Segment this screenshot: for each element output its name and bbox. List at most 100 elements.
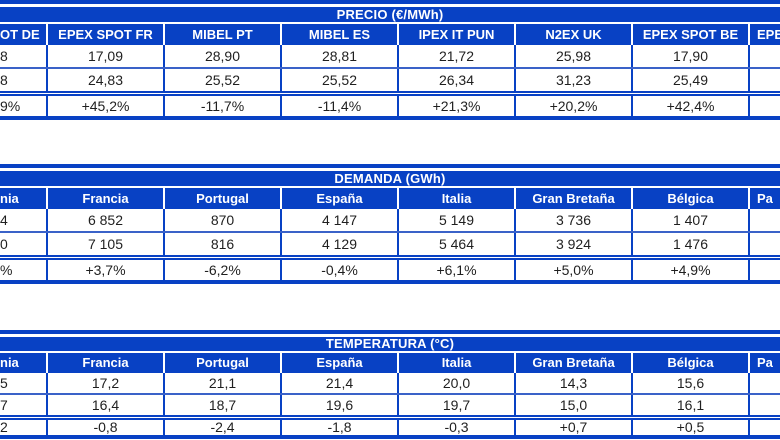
delta-row: 2 -0,8 -2,4 -1,8 -0,3 +0,7 +0,5	[0, 415, 780, 435]
delta-cell: +6,1%	[399, 260, 516, 280]
delta-cell	[750, 260, 780, 280]
delta-cell: -0,8	[48, 420, 165, 435]
data-cell: 25,52	[282, 69, 399, 91]
header-cell: EPEX SPOT FR	[48, 24, 165, 45]
data-cell: 24,83	[48, 69, 165, 91]
data-cell: 19,6	[282, 395, 399, 415]
data-cell: 25,98	[516, 45, 633, 67]
data-cell: 14,3	[516, 373, 633, 393]
data-cell: 7	[0, 395, 48, 415]
header-cell: Francia	[48, 188, 165, 209]
header-cell: Portugal	[165, 353, 282, 373]
header-cell: España	[282, 188, 399, 209]
table-title: PRECIO (€/MWh)	[0, 7, 780, 22]
data-cell: 21,1	[165, 373, 282, 393]
table-row: 7 16,4 18,7 19,6 19,7 15,0 16,1	[0, 395, 780, 415]
header-row: nia Francia Portugal España Italia Gran Breta…	[0, 188, 780, 209]
header-cell: España	[282, 353, 399, 373]
delta-cell: -11,7%	[165, 96, 282, 116]
data-cell: 31,23	[516, 69, 633, 91]
header-cell: Gran Bretaña	[516, 188, 633, 209]
delta-cell: -11,4%	[282, 96, 399, 116]
data-cell: 16,4	[48, 395, 165, 415]
header-cell: Francia	[48, 353, 165, 373]
data-cell: 816	[165, 233, 282, 255]
table-row: 8 17,09 28,90 28,81 21,72 25,98 17,90	[0, 45, 780, 69]
delta-cell: -6,2%	[165, 260, 282, 280]
data-cell: 17,09	[48, 45, 165, 67]
delta-cell: 9%	[0, 96, 48, 116]
table-bottom-border	[0, 116, 780, 120]
delta-cell: +21,3%	[399, 96, 516, 116]
table-bottom-border	[0, 435, 780, 439]
data-cell: 5	[0, 373, 48, 393]
delta-cell: -0,3	[399, 420, 516, 435]
data-cell: 1 407	[633, 209, 750, 231]
table-top-border	[0, 330, 780, 334]
header-cell: Italia	[399, 353, 516, 373]
delta-cell: 2	[0, 420, 48, 435]
data-cell	[750, 69, 780, 91]
delta-cell: +0,5	[633, 420, 750, 435]
delta-row: % +3,7% -6,2% -0,4% +6,1% +5,0% +4,9%	[0, 255, 780, 280]
delta-cell	[750, 420, 780, 435]
table-title: TEMPERATURA (°C)	[0, 337, 780, 351]
data-cell: 15,6	[633, 373, 750, 393]
data-cell: 5 149	[399, 209, 516, 231]
delta-cell: +3,7%	[48, 260, 165, 280]
delta-cell: -1,8	[282, 420, 399, 435]
delta-cell: %	[0, 260, 48, 280]
data-cell: 0	[0, 233, 48, 255]
price-table: PRECIO (€/MWh) OT DE EPEX SPOT FR MIBEL PT M…	[0, 0, 780, 120]
table-top-border	[0, 164, 780, 168]
data-cell: 25,49	[633, 69, 750, 91]
data-cell: 25,52	[165, 69, 282, 91]
data-cell: 21,72	[399, 45, 516, 67]
header-cell: Pa	[750, 188, 780, 209]
header-cell: OT DE	[0, 24, 48, 45]
delta-cell: +45,2%	[48, 96, 165, 116]
data-cell: 28,90	[165, 45, 282, 67]
data-cell	[750, 45, 780, 67]
delta-cell: -0,4%	[282, 260, 399, 280]
data-cell: 4 147	[282, 209, 399, 231]
data-cell: 21,4	[282, 373, 399, 393]
data-cell: 15,0	[516, 395, 633, 415]
header-cell: IPEX IT PUN	[399, 24, 516, 45]
data-cell: 870	[165, 209, 282, 231]
delta-cell: +42,4%	[633, 96, 750, 116]
data-cell: 1 476	[633, 233, 750, 255]
delta-cell: +4,9%	[633, 260, 750, 280]
data-cell: 26,34	[399, 69, 516, 91]
data-cell: 3 924	[516, 233, 633, 255]
data-cell	[750, 233, 780, 255]
data-cell: 18,7	[165, 395, 282, 415]
temperature-table: TEMPERATURA (°C) nia Francia Portugal España…	[0, 330, 780, 439]
data-cell: 8	[0, 69, 48, 91]
data-cell: 16,1	[633, 395, 750, 415]
data-cell	[750, 373, 780, 393]
table-row: 8 24,83 25,52 25,52 26,34 31,23 25,49	[0, 69, 780, 91]
data-cell: 17,90	[633, 45, 750, 67]
data-cell: 20,0	[399, 373, 516, 393]
data-cell: 8	[0, 45, 48, 67]
table-row: 5 17,2 21,1 21,4 20,0 14,3 15,6	[0, 373, 780, 395]
data-cell: 4 129	[282, 233, 399, 255]
header-cell: nia	[0, 353, 48, 373]
header-cell: Pa	[750, 353, 780, 373]
data-cell: 19,7	[399, 395, 516, 415]
data-cell	[750, 209, 780, 231]
delta-cell: +5,0%	[516, 260, 633, 280]
table-title: DEMANDA (GWh)	[0, 171, 780, 186]
header-cell: EPE	[750, 24, 780, 45]
demand-table: DEMANDA (GWh) nia Francia Portugal España Ita…	[0, 164, 780, 284]
header-row: OT DE EPEX SPOT FR MIBEL PT MIBEL ES IPEX IT…	[0, 24, 780, 45]
delta-cell: +0,7	[516, 420, 633, 435]
header-cell: MIBEL ES	[282, 24, 399, 45]
header-cell: EPEX SPOT BE	[633, 24, 750, 45]
data-cell: 17,2	[48, 373, 165, 393]
delta-cell: -2,4	[165, 420, 282, 435]
